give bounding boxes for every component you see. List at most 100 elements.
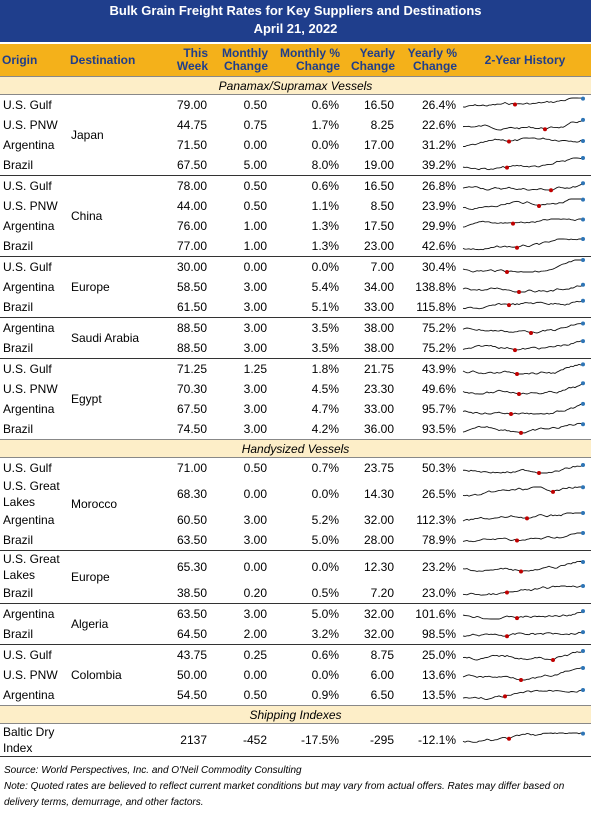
value-cell: 5.2% [311, 513, 339, 527]
value-cell: 44.00 [176, 199, 207, 213]
section-title: Panamax/Supramax Vessels [0, 76, 591, 95]
sparkline-path [462, 322, 584, 333]
value-cell: 42.6% [421, 239, 456, 253]
value-cell: 0.6% [311, 98, 339, 112]
sparkline-dot [515, 615, 519, 620]
history-cell [459, 510, 591, 530]
value-cell: 65.30 [160, 550, 210, 583]
value-cell: 54.50 [176, 688, 207, 702]
value-cell: 0.75 [243, 118, 267, 132]
value-cell: 29.9% [421, 219, 456, 233]
sparkline-dot [507, 302, 511, 307]
value-cell: 0.50 [243, 199, 267, 213]
sparkline [462, 510, 585, 521]
sparkline [462, 180, 585, 192]
history-cell [459, 338, 591, 359]
sparkline [462, 731, 585, 743]
sparkline-dot [551, 489, 555, 494]
value-cell: 23.00 [363, 239, 394, 253]
sparkline-dot [581, 510, 585, 515]
sparkline-path [462, 97, 584, 108]
value-cell: 50.3% [421, 461, 456, 475]
section-title: Handysized Vessels [0, 439, 591, 458]
history-cell [459, 115, 591, 135]
value-cell: 44.75 [176, 118, 207, 132]
sparkline-dot [581, 320, 585, 325]
column-header: Monthly Change [210, 42, 270, 77]
sparkline-dot [581, 401, 585, 406]
header: Bulk Grain Freight Rates for Key Supplie… [0, 0, 591, 42]
value-cell: 3.00 [243, 402, 267, 416]
section-title: Shipping Indexes [0, 705, 591, 724]
value-cell: 36.00 [363, 422, 394, 436]
origin: U.S. PNW [3, 118, 58, 132]
sparkline [462, 665, 585, 682]
value-cell: 38.00 [363, 341, 394, 355]
origin: U.S. Great Lakes [3, 479, 60, 509]
table-row: Brazil 88.50 3.00 3.5% 38.00 75.2% [0, 338, 591, 359]
value-cell: 0.0% [270, 256, 342, 277]
origin: Brazil [3, 239, 34, 253]
sparkline [462, 629, 585, 638]
sparkline [462, 380, 585, 396]
value-cell: 0.6% [270, 175, 342, 196]
value-cell: 7.00 [342, 256, 397, 277]
sparkline-dot [543, 126, 547, 131]
sparkline-path [462, 137, 584, 147]
history-cell [459, 358, 591, 379]
header-row: Origin Destination This Week Monthly Change… [0, 42, 591, 77]
history-cell [459, 95, 591, 116]
value-cell: 39.2% [421, 158, 456, 172]
origin: U.S. PNW [3, 199, 58, 213]
origin: U.S. Gulf [0, 644, 68, 665]
value-cell: 60.50 [176, 513, 207, 527]
sparkline-path [462, 218, 584, 228]
value-cell: 101.6% [397, 603, 459, 624]
sparkline-dot [581, 608, 585, 613]
sparkline-path [462, 560, 584, 572]
table-row: Argentina 71.50 0.00 0.0% 17.00 31.2% [0, 135, 591, 155]
sparkline [462, 96, 585, 108]
value-cell: 7.20 [370, 586, 394, 600]
origin: Argentina [0, 317, 68, 338]
sparkline-dot [581, 462, 585, 467]
sparkline-path [462, 732, 584, 743]
sparkline-dot [513, 347, 517, 352]
sparkline-path [462, 283, 584, 292]
sparkline-path [462, 198, 584, 210]
value-cell: 8.25 [370, 118, 394, 132]
destination: Colombia [68, 644, 160, 706]
sparkline-dot [503, 693, 507, 698]
value-cell: 68.30 [176, 487, 207, 501]
value-cell: 17.00 [363, 138, 394, 152]
sparkline-dot [581, 648, 585, 653]
sparkline-dot [581, 731, 585, 736]
sparkline-dot [537, 203, 541, 208]
value-cell: 1.3% [311, 219, 339, 233]
table-row: U.S. Gulf Egypt 71.25 1.25 1.8% 21.75 43.9% [0, 358, 591, 440]
value-cell: 0.5% [311, 586, 339, 600]
value-cell: 43.9% [397, 358, 459, 379]
sparkline-dot [581, 155, 585, 160]
origin: Brazil [3, 586, 34, 600]
history-cell [459, 478, 591, 510]
value-cell: 3.00 [243, 341, 267, 355]
table-row: Brazil 67.50 5.00 8.0% 19.00 39.2% [0, 155, 591, 176]
value-cell: 5.00 [243, 158, 267, 172]
history-cell [459, 530, 591, 551]
value-cell: 138.8% [415, 280, 456, 294]
sparkline [462, 687, 585, 700]
value-cell: 98.5% [421, 627, 456, 641]
value-cell: 115.8% [416, 300, 456, 314]
table-row: Argentina 58.50 3.00 5.4% 34.00 138.8% [0, 277, 591, 297]
value-cell: 32.00 [363, 627, 394, 641]
sparkline-dot [581, 380, 585, 385]
destination: China [68, 175, 160, 257]
value-cell: 38.50 [176, 586, 207, 600]
value-cell: 30.00 [160, 256, 210, 277]
sparkline-dot [581, 338, 585, 343]
history-cell [459, 216, 591, 236]
sparkline-dot [581, 484, 585, 489]
sparkline-path [462, 363, 584, 374]
value-cell: 17.50 [363, 219, 394, 233]
